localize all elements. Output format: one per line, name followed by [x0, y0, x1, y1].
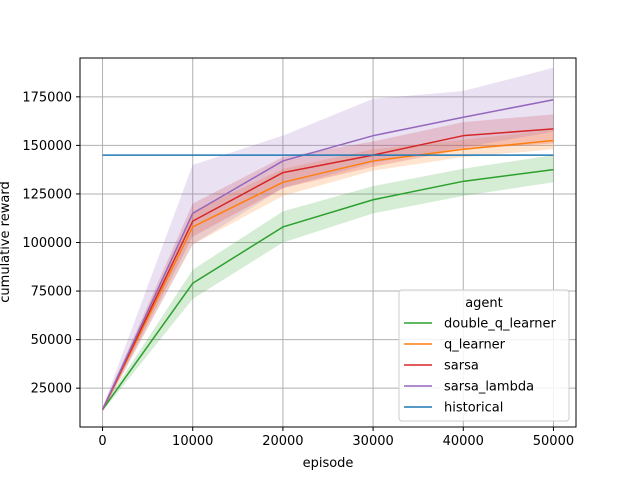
- sarsa_lambda-line: [101, 99, 554, 410]
- grid-lines: [80, 58, 576, 427]
- legend-label: sarsa_lambda: [444, 380, 534, 395]
- y-tick-label: 75000: [31, 285, 72, 300]
- y-ticks: 25000 50000 75000 100000 125000 150000 175000: [22, 90, 80, 397]
- legend-label: double_q_learner: [444, 317, 556, 332]
- sarsa_lambda-band: [102, 67, 554, 412]
- x-tick-label: 10000: [172, 434, 213, 449]
- q_learner-line: [101, 139, 554, 410]
- legend-label: q_learner: [444, 338, 506, 353]
- legend-box: [398, 289, 570, 422]
- y-axis-label: cumulative reward: [0, 181, 13, 302]
- x-tick-label: 30000: [352, 434, 393, 449]
- legend-label: historical: [444, 401, 503, 416]
- sarsa-band: [102, 114, 554, 412]
- double_q_learner-line: [101, 168, 554, 410]
- x-ticks: 0 10000 20000 30000 40000 50000: [98, 427, 574, 449]
- y-tick-label: 150000: [22, 139, 72, 154]
- y-tick-label: 100000: [22, 236, 72, 251]
- legend-title: agent: [465, 296, 503, 311]
- legend-label: sarsa: [444, 359, 479, 374]
- series-lines: [101, 99, 554, 410]
- x-tick-label: 40000: [443, 434, 484, 449]
- x-tick-label: 20000: [262, 434, 303, 449]
- y-tick-label: 50000: [31, 333, 72, 348]
- x-tick-label: 0: [98, 434, 106, 449]
- sarsa-line: [101, 128, 554, 410]
- y-tick-label: 175000: [22, 90, 72, 105]
- y-tick-label: 125000: [22, 187, 72, 202]
- x-tick-label: 50000: [533, 434, 574, 449]
- y-tick-label: 25000: [31, 382, 72, 397]
- x-axis-label: episode: [303, 456, 354, 471]
